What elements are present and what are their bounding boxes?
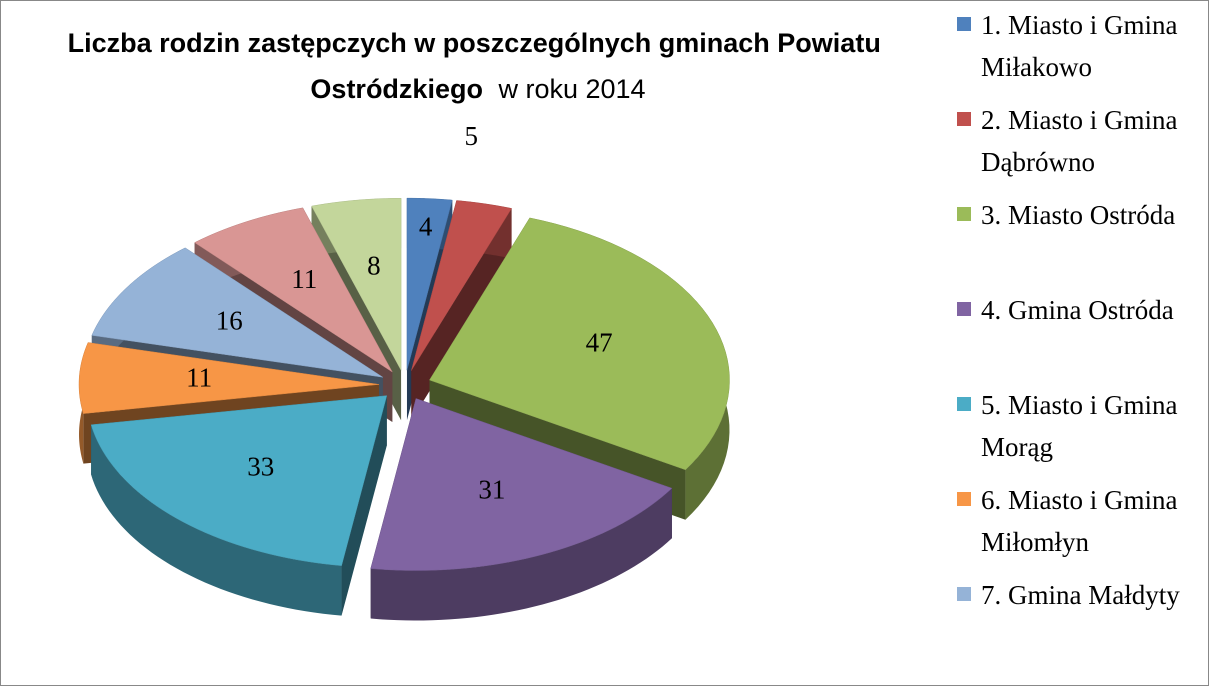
legend-label: 5. Miasto i Gmina Morąg [981,390,1178,462]
value-label: 31 [478,474,505,504]
legend-swatch [957,302,971,316]
slice-side [411,208,512,421]
value-label: 8 [367,250,381,280]
value-label: 47 [586,328,613,358]
legend-swatch [957,17,971,31]
slice [91,247,383,378]
legend-label: 2. Miasto i Gmina Dąbrówno [981,105,1178,177]
legend-swatch [957,492,971,506]
legend-swatch [957,112,971,126]
slice-group [370,398,673,621]
legend-label: 6. Miasto i Gmina Miłomłyn [981,485,1178,557]
value-label: 4 [419,212,433,242]
legend-swatch [957,207,971,221]
slice-wall [370,488,672,621]
legend-label: 4. Gmina Ostróda [981,295,1174,325]
slice-side [341,395,387,616]
slice-group [411,200,512,421]
legend: 1. Miasto i Gmina Miłakowo 2. Miasto i Gm… [955,4,1207,680]
title-bold: Ostródzkiego [310,74,483,104]
slice [311,198,402,371]
slice [429,217,730,471]
value-label: 11 [186,363,212,393]
slice [406,197,453,371]
title-line1: Liczba rodzin zastępczych w poszczególny… [68,28,881,58]
legend-label: 7. Gmina Małdyty [981,580,1180,610]
value-label: 5 [464,121,478,151]
slice [90,395,388,566]
slice [194,207,393,373]
chart-title: Liczba rodzin zastępczych w poszczególny… [68,28,889,104]
value-label: 16 [216,306,243,336]
slice [411,200,512,371]
slice-wall [91,424,342,616]
legend-swatch [957,397,971,411]
slice [78,342,380,414]
slice-group [90,395,388,616]
slice [370,398,673,571]
value-label: 33 [247,452,274,482]
legend-label: 3. Miasto Ostróda [981,200,1176,230]
value-label: 11 [291,264,317,294]
title-rest: w roku 2014 [497,74,645,104]
legend-swatch [957,587,971,601]
legend-label: 1. Miasto i Gmina Miłakowo [981,10,1178,82]
